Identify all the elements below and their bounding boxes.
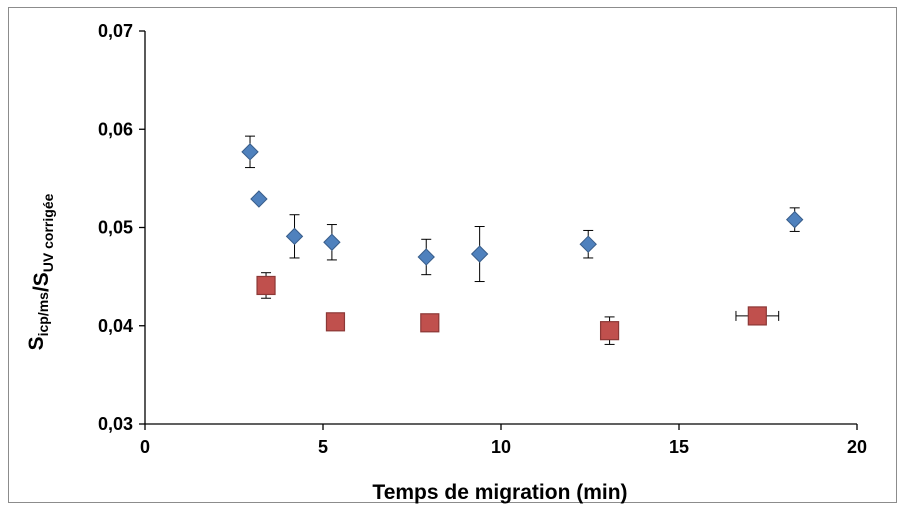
diamond-marker <box>417 248 435 266</box>
y-axis-title-subscript: UV corrigée <box>40 193 56 272</box>
x-tick-labels: 0 5 10 15 20 <box>140 437 867 457</box>
y-tick-label: 0,04 <box>98 316 133 336</box>
y-tick-label: 0,07 <box>98 21 133 41</box>
x-tick-label: 15 <box>669 437 689 457</box>
square-marker <box>747 306 767 326</box>
x-tick-label: 0 <box>140 437 150 457</box>
x-tick-label: 10 <box>491 437 511 457</box>
diamond-marker <box>285 227 304 246</box>
diamond-marker <box>470 245 489 263</box>
square-marker <box>256 275 276 296</box>
data-markers <box>241 143 804 341</box>
diamond-marker <box>785 210 804 229</box>
axes <box>139 30 858 430</box>
square-marker <box>325 312 346 332</box>
diamond-marker <box>241 143 259 161</box>
y-axis-title: Sicp/ms/SUV corrigée <box>25 193 56 350</box>
chart-frame <box>8 7 897 503</box>
diamond-marker <box>579 235 597 253</box>
y-tick-label: 0,06 <box>98 119 133 139</box>
x-axis-title: Temps de migration (min) <box>372 481 627 504</box>
y-tick-label: 0,05 <box>98 218 133 238</box>
square-marker <box>420 313 440 333</box>
y-axis-title-subscript: icp/ms <box>35 292 51 337</box>
y-tick-label: 0,03 <box>98 414 133 434</box>
x-tick-label: 5 <box>318 437 328 457</box>
diamond-marker <box>250 190 268 208</box>
y-tick-labels: 0,03 0,04 0,05 0,06 0,07 <box>98 21 133 434</box>
diamond-marker <box>323 233 341 251</box>
y-axis-title-main: S <box>25 336 48 350</box>
square-marker <box>599 321 620 341</box>
x-tick-label: 20 <box>847 437 867 457</box>
y-axis-title-main: /S <box>30 272 53 292</box>
